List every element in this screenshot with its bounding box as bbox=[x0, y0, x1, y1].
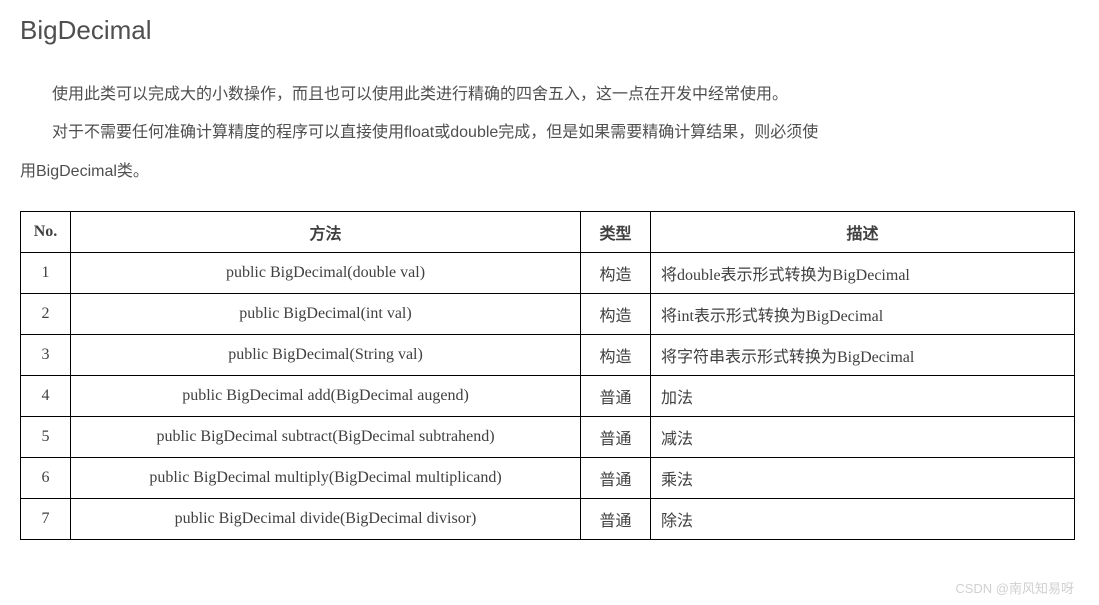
table-header-row: No. 方法 类型 描述 bbox=[21, 212, 1075, 253]
cell-method: public BigDecimal subtract(BigDecimal su… bbox=[71, 417, 581, 458]
cell-no: 2 bbox=[21, 294, 71, 335]
header-desc: 描述 bbox=[651, 212, 1075, 253]
cell-no: 1 bbox=[21, 253, 71, 294]
cell-method: public BigDecimal multiply(BigDecimal mu… bbox=[71, 458, 581, 499]
header-type: 类型 bbox=[581, 212, 651, 253]
cell-method: public BigDecimal add(BigDecimal augend) bbox=[71, 376, 581, 417]
table-row: 7 public BigDecimal divide(BigDecimal di… bbox=[21, 499, 1075, 540]
cell-desc: 将字符串表示形式转换为BigDecimal bbox=[651, 335, 1075, 376]
cell-desc: 将double表示形式转换为BigDecimal bbox=[651, 253, 1075, 294]
intro-paragraph-2-cont: 用BigDecimal类。 bbox=[20, 153, 1079, 191]
cell-method: public BigDecimal(double val) bbox=[71, 253, 581, 294]
cell-no: 7 bbox=[21, 499, 71, 540]
cell-method: public BigDecimal(String val) bbox=[71, 335, 581, 376]
intro-paragraph-2: 对于不需要任何准确计算精度的程序可以直接使用float或double完成，但是如… bbox=[20, 114, 1079, 152]
cell-type: 构造 bbox=[581, 294, 651, 335]
cell-desc: 加法 bbox=[651, 376, 1075, 417]
watermark-text: CSDN @南风知易呀 bbox=[955, 578, 1074, 597]
cell-no: 4 bbox=[21, 376, 71, 417]
cell-desc: 减法 bbox=[651, 417, 1075, 458]
cell-type: 普通 bbox=[581, 499, 651, 540]
page-title: BigDecimal bbox=[20, 15, 1079, 46]
cell-type: 普通 bbox=[581, 417, 651, 458]
cell-type: 普通 bbox=[581, 458, 651, 499]
cell-method: public BigDecimal divide(BigDecimal divi… bbox=[71, 499, 581, 540]
cell-type: 普通 bbox=[581, 376, 651, 417]
intro-paragraph-1: 使用此类可以完成大的小数操作，而且也可以使用此类进行精确的四舍五入，这一点在开发… bbox=[20, 76, 1079, 114]
cell-method: public BigDecimal(int val) bbox=[71, 294, 581, 335]
methods-table: No. 方法 类型 描述 1 public BigDecimal(double … bbox=[20, 211, 1075, 540]
cell-desc: 除法 bbox=[651, 499, 1075, 540]
table-row: 2 public BigDecimal(int val) 构造 将int表示形式… bbox=[21, 294, 1075, 335]
cell-no: 6 bbox=[21, 458, 71, 499]
header-method: 方法 bbox=[71, 212, 581, 253]
table-row: 1 public BigDecimal(double val) 构造 将doub… bbox=[21, 253, 1075, 294]
cell-type: 构造 bbox=[581, 253, 651, 294]
table-row: 5 public BigDecimal subtract(BigDecimal … bbox=[21, 417, 1075, 458]
header-no: No. bbox=[21, 212, 71, 253]
table-row: 3 public BigDecimal(String val) 构造 将字符串表… bbox=[21, 335, 1075, 376]
cell-type: 构造 bbox=[581, 335, 651, 376]
cell-desc: 将int表示形式转换为BigDecimal bbox=[651, 294, 1075, 335]
cell-no: 5 bbox=[21, 417, 71, 458]
cell-desc: 乘法 bbox=[651, 458, 1075, 499]
cell-no: 3 bbox=[21, 335, 71, 376]
table-row: 4 public BigDecimal add(BigDecimal augen… bbox=[21, 376, 1075, 417]
table-row: 6 public BigDecimal multiply(BigDecimal … bbox=[21, 458, 1075, 499]
